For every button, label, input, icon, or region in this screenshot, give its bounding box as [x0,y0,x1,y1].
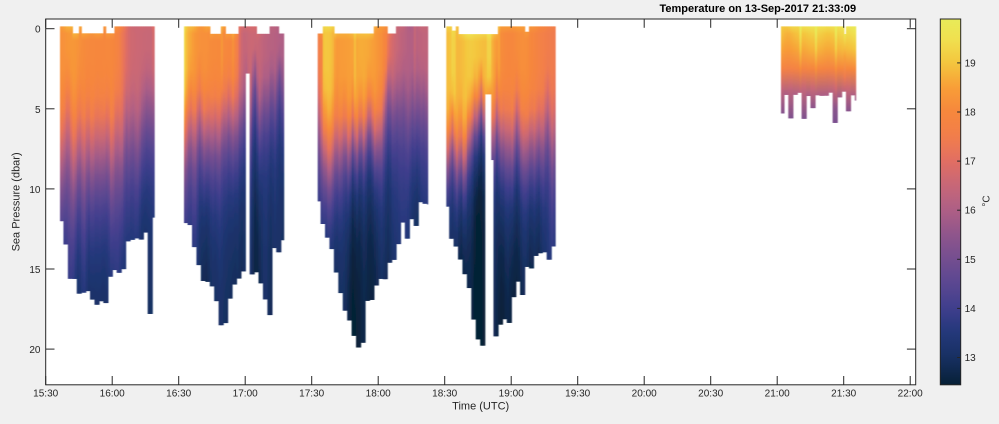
svg-text:18: 18 [965,108,977,119]
svg-text:20:00: 20:00 [632,389,657,400]
svg-text:13: 13 [965,353,977,364]
svg-text:17:00: 17:00 [233,389,258,400]
svg-text:0: 0 [35,25,41,36]
svg-text:21:00: 21:00 [765,389,790,400]
svg-text:22:00: 22:00 [898,389,923,400]
svg-text:16:00: 16:00 [100,389,125,400]
svg-text:10: 10 [29,185,41,196]
svg-text:°C: °C [982,195,993,206]
svg-text:19:00: 19:00 [499,389,524,400]
svg-text:17:30: 17:30 [299,389,324,400]
svg-text:20: 20 [29,345,41,356]
svg-text:14: 14 [965,304,977,315]
svg-text:15: 15 [29,265,41,276]
svg-text:17: 17 [965,157,977,168]
svg-text:Temperature on 13-Sep-2017 21:: Temperature on 13-Sep-2017 21:33:09 [659,3,856,15]
svg-text:18:00: 18:00 [366,389,391,400]
svg-text:20:30: 20:30 [698,389,723,400]
svg-text:19: 19 [965,58,977,69]
svg-text:Time (UTC): Time (UTC) [452,401,509,413]
svg-text:16:30: 16:30 [166,389,191,400]
svg-text:18:30: 18:30 [432,389,457,400]
svg-text:15: 15 [965,255,977,266]
svg-text:Sea Pressure (dbar): Sea Pressure (dbar) [11,152,23,251]
svg-text:21:30: 21:30 [831,389,856,400]
svg-text:19:30: 19:30 [565,389,590,400]
svg-text:15:30: 15:30 [33,389,58,400]
svg-text:16: 16 [965,206,977,217]
svg-text:5: 5 [35,105,41,116]
